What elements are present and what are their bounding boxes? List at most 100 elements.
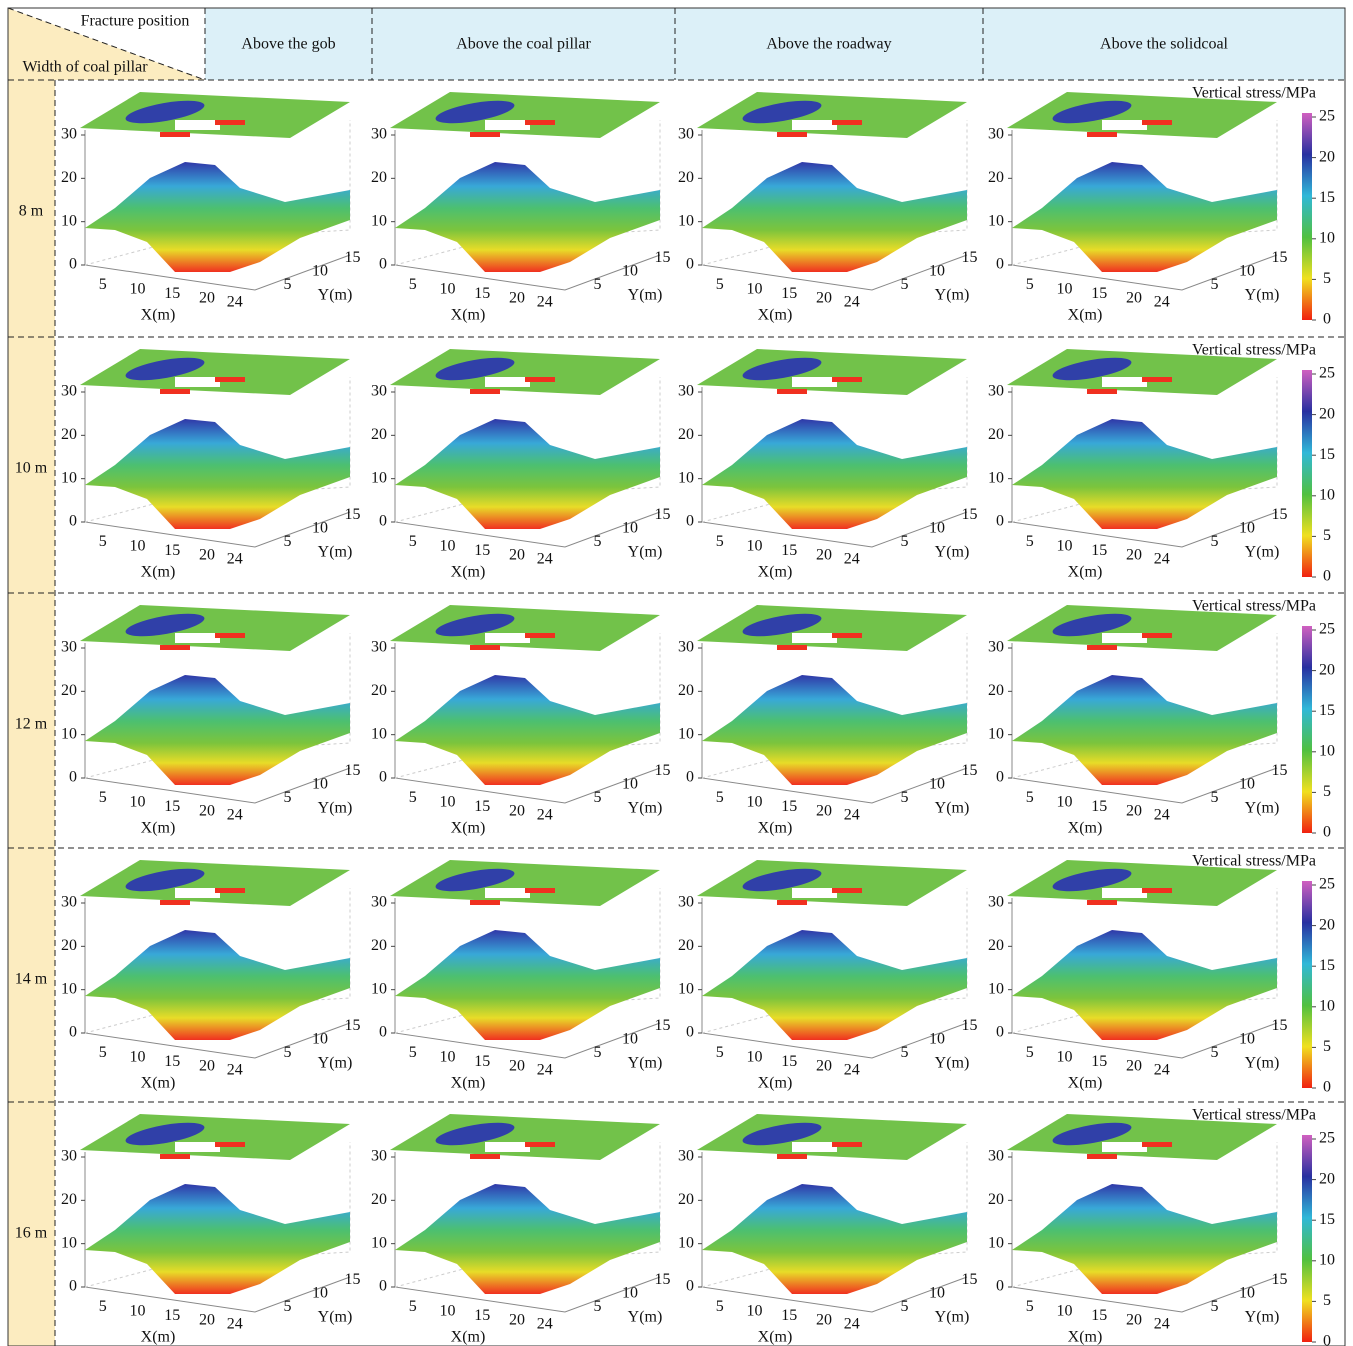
z-tick-label: 0 — [69, 1278, 77, 1295]
top-plane-low — [832, 888, 862, 893]
z-tick-label: 20 — [371, 426, 387, 443]
top-plane-low — [525, 888, 555, 893]
z-tick-label: 10 — [371, 980, 387, 997]
y-axis-label: Y(m) — [935, 544, 970, 561]
y-tick-label: 5 — [1211, 1298, 1219, 1315]
y-tick-label: 10 — [1239, 263, 1255, 280]
z-tick-label: 10 — [678, 469, 694, 486]
x-tick-label: 20 — [1126, 547, 1142, 564]
y-tick-label: 10 — [929, 520, 945, 537]
x-tick-label: 10 — [747, 538, 763, 555]
column-header: Above the gob — [241, 36, 335, 53]
y-tick-label: 5 — [901, 533, 909, 550]
colorbar-tick-label: 15 — [1319, 189, 1335, 206]
y-tick-label: 10 — [1239, 520, 1255, 537]
top-plane-low — [525, 1142, 555, 1147]
x-tick-label: 15 — [1091, 542, 1107, 559]
x-tick-label: 15 — [781, 285, 797, 302]
top-plane — [697, 92, 967, 138]
top-plane-gap — [1102, 120, 1147, 130]
z-tick-label: 30 — [988, 639, 1004, 656]
x-tick-label: 10 — [440, 1049, 456, 1066]
y-tick-label: 15 — [655, 1017, 671, 1034]
y-tick-label: 5 — [1211, 1044, 1219, 1061]
y-axis-label: Y(m) — [628, 800, 663, 817]
y-tick-label: 5 — [594, 789, 602, 806]
y-axis-label: Y(m) — [935, 800, 970, 817]
top-plane-low — [832, 120, 862, 125]
stress-surface — [85, 675, 350, 785]
x-tick-label: 24 — [227, 1315, 243, 1332]
x-axis-label: X(m) — [451, 307, 486, 324]
top-plane-low — [1087, 645, 1117, 650]
y-tick-label: 10 — [1239, 1285, 1255, 1302]
z-tick-label: 0 — [686, 513, 694, 530]
x-tick-label: 20 — [1126, 1058, 1142, 1075]
top-plane — [390, 349, 660, 395]
y-tick-label: 10 — [622, 1031, 638, 1048]
z-tick-label: 10 — [371, 212, 387, 229]
top-plane — [80, 1114, 350, 1160]
top-plane-gap — [485, 888, 530, 898]
top-plane-low — [160, 900, 190, 905]
x-tick-label: 5 — [1026, 533, 1034, 550]
colorbar-tick-label: 15 — [1319, 702, 1335, 719]
y-tick-label: 10 — [622, 263, 638, 280]
x-tick-label: 15 — [781, 542, 797, 559]
row-label: 8 m — [19, 203, 44, 220]
colorbar-title: Vertical stress/MPa — [1192, 85, 1316, 102]
x-tick-label: 15 — [164, 1307, 180, 1324]
colorbar-tick-label: 25 — [1319, 621, 1335, 638]
column-header: Above the roadway — [766, 36, 891, 53]
z-tick-label: 20 — [678, 937, 694, 954]
y-tick-label: 15 — [1272, 1017, 1288, 1034]
top-plane-low — [525, 120, 555, 125]
top-plane-low — [470, 645, 500, 650]
colorbar-tick-label: 0 — [1323, 1079, 1331, 1096]
x-tick-label: 20 — [509, 803, 525, 820]
z-tick-label: 20 — [371, 169, 387, 186]
z-tick-label: 20 — [988, 1191, 1004, 1208]
top-plane-low — [470, 1154, 500, 1159]
top-plane-low — [215, 120, 245, 125]
z-tick-label: 30 — [988, 894, 1004, 911]
y-tick-label: 15 — [962, 1271, 978, 1288]
x-tick-label: 20 — [816, 803, 832, 820]
z-tick-label: 0 — [379, 1024, 387, 1041]
x-axis-label: X(m) — [1068, 307, 1103, 324]
top-plane-low — [470, 389, 500, 394]
z-tick-label: 30 — [61, 1148, 77, 1165]
z-tick-label: 0 — [996, 769, 1004, 786]
x-axis-label: X(m) — [758, 820, 793, 837]
colorbar — [1302, 113, 1312, 320]
z-tick-label: 20 — [371, 1191, 387, 1208]
stress-surface — [702, 675, 967, 785]
top-plane-gap — [792, 1142, 837, 1152]
z-tick-label: 0 — [69, 1024, 77, 1041]
stress-surface — [395, 675, 660, 785]
y-tick-label: 15 — [655, 1271, 671, 1288]
y-axis-label: Y(m) — [318, 544, 353, 561]
z-tick-label: 10 — [988, 212, 1004, 229]
top-plane — [80, 605, 350, 651]
top-plane — [80, 92, 350, 138]
z-tick-label: 20 — [678, 682, 694, 699]
z-tick-label: 20 — [61, 682, 77, 699]
x-tick-label: 15 — [164, 542, 180, 559]
x-tick-label: 24 — [537, 806, 553, 823]
y-axis-label: Y(m) — [628, 287, 663, 304]
z-tick-label: 20 — [988, 169, 1004, 186]
colorbar-tick-label: 25 — [1319, 1130, 1335, 1147]
y-tick-label: 5 — [901, 1298, 909, 1315]
z-tick-label: 20 — [61, 426, 77, 443]
top-plane — [390, 92, 660, 138]
top-plane-gap — [792, 888, 837, 898]
x-tick-label: 5 — [409, 533, 417, 550]
top-plane — [697, 349, 967, 395]
z-tick-label: 20 — [988, 426, 1004, 443]
x-tick-label: 24 — [1154, 1315, 1170, 1332]
top-plane-low — [832, 633, 862, 638]
z-tick-label: 0 — [69, 769, 77, 786]
x-tick-label: 20 — [509, 1312, 525, 1329]
stress-surface — [395, 419, 660, 529]
